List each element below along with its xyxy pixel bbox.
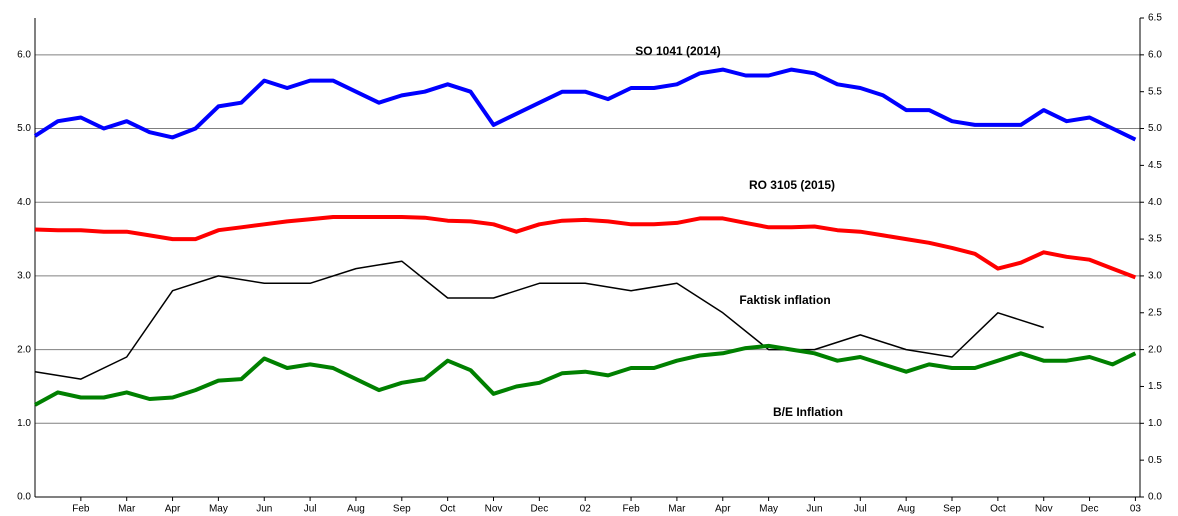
y-tick-label: 5.0: [17, 123, 31, 134]
x-tick-label: 03: [1130, 504, 1142, 515]
y2-tick-label: 6.5: [1148, 13, 1162, 24]
y2-tick-label: 6.0: [1148, 49, 1162, 60]
series-line: [34, 215, 1137, 280]
x-tick-label: Oct: [990, 504, 1006, 515]
series-line: [34, 260, 1044, 380]
x-tick-label: May: [209, 504, 228, 515]
annotation: B/E Inflation: [773, 405, 843, 419]
y2-tick-label: 0.5: [1148, 455, 1162, 466]
y-tick-label: 2.0: [17, 344, 31, 355]
y-tick-label: 6.0: [17, 49, 31, 60]
x-tick-label: May: [759, 504, 778, 515]
y2-tick-label: 4.0: [1148, 197, 1162, 208]
y2-tick-label: 3.0: [1148, 271, 1162, 282]
x-tick-label: Sep: [943, 504, 961, 515]
series-line: [33, 67, 1137, 142]
x-tick-label: Aug: [347, 504, 365, 515]
y2-tick-label: 5.5: [1148, 86, 1162, 97]
x-tick-label: Jun: [806, 504, 822, 515]
x-tick-label: Mar: [668, 504, 686, 515]
y2-tick-label: 5.0: [1148, 123, 1162, 134]
y2-tick-label: 3.5: [1148, 234, 1162, 245]
y2-tick-label: 1.0: [1148, 418, 1162, 429]
annotation: SO 1041 (2014): [635, 44, 720, 58]
annotation: Faktisk inflation: [739, 293, 830, 307]
x-tick-label: Sep: [393, 504, 411, 515]
x-tick-label: Dec: [530, 504, 548, 515]
x-tick-label: Nov: [1035, 504, 1053, 515]
y-tick-label: 4.0: [17, 197, 31, 208]
y2-tick-label: 2.5: [1148, 307, 1162, 318]
x-tick-label: Feb: [72, 504, 90, 515]
x-tick-label: Feb: [622, 504, 640, 515]
x-tick-label: Apr: [165, 504, 181, 515]
y2-tick-label: 0.0: [1148, 492, 1162, 503]
x-tick-label: Nov: [485, 504, 503, 515]
series-line: [34, 343, 1137, 407]
y2-tick-label: 2.0: [1148, 344, 1162, 355]
x-tick-label: Jun: [256, 504, 272, 515]
x-tick-label: Jul: [304, 504, 317, 515]
x-tick-label: Apr: [715, 504, 731, 515]
x-tick-label: Dec: [1081, 504, 1099, 515]
x-tick-label: Mar: [118, 504, 136, 515]
x-tick-label: Aug: [897, 504, 915, 515]
x-tick-label: Jul: [854, 504, 867, 515]
y2-tick-label: 4.5: [1148, 160, 1162, 171]
y-tick-label: 1.0: [17, 418, 31, 429]
y-tick-label: 3.0: [17, 271, 31, 282]
y2-tick-label: 1.5: [1148, 381, 1162, 392]
annotation: RO 3105 (2015): [749, 178, 835, 192]
x-tick-label: Oct: [440, 504, 456, 515]
y-tick-label: 0.0: [17, 492, 31, 503]
x-tick-label: 02: [580, 504, 592, 515]
